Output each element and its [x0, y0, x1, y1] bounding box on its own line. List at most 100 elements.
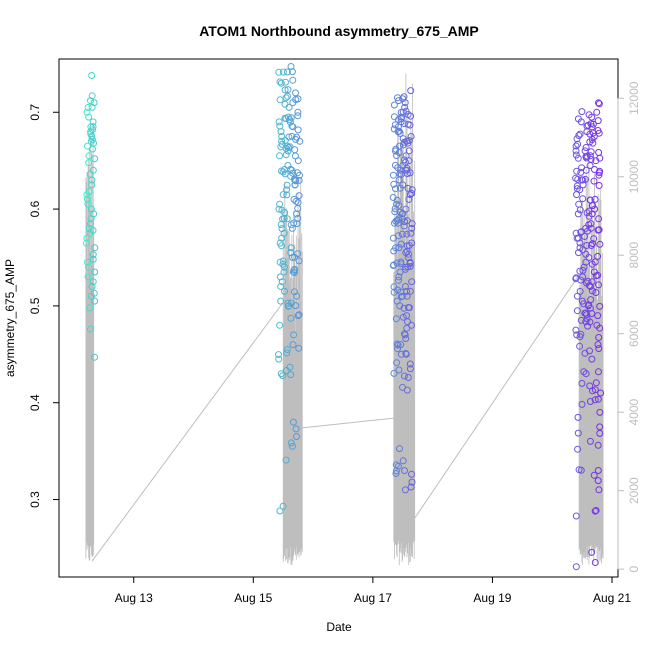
- scatter-point: [284, 299, 292, 307]
- scatter-point: [589, 387, 596, 395]
- scatter-point: [294, 126, 302, 134]
- scatter-point: [577, 168, 585, 176]
- scatter-point: [292, 302, 300, 310]
- scatter-point: [89, 118, 97, 126]
- scatter-point: [595, 368, 602, 376]
- secondary-burst-line: [282, 177, 303, 566]
- scatter-point: [278, 234, 286, 242]
- scatter-point: [595, 215, 603, 223]
- scatter-point: [402, 350, 410, 357]
- scatter-point: [83, 234, 91, 242]
- scatter-point: [593, 108, 601, 116]
- scatter-point: [85, 159, 93, 167]
- scatter-point: [390, 369, 398, 377]
- scatter-point: [281, 100, 289, 108]
- scatter-point: [391, 161, 399, 169]
- scatter-point: [574, 115, 582, 123]
- scatter-point: [86, 304, 94, 312]
- scatter-point: [293, 433, 300, 440]
- scatter-point: [283, 349, 291, 357]
- scatter-point: [291, 146, 299, 154]
- scatter-point: [277, 370, 285, 378]
- scatter-point: [276, 200, 284, 208]
- scatter-point: [85, 263, 92, 271]
- scatter-point: [399, 383, 406, 391]
- scatter-point: [572, 142, 580, 150]
- scatter-point: [404, 318, 411, 326]
- scatter-point: [587, 242, 595, 249]
- scatter-point: [594, 477, 602, 485]
- scatter-point: [284, 86, 292, 94]
- scatter-point: [595, 182, 603, 189]
- scatter-point: [391, 205, 399, 213]
- scatter-point: [574, 140, 582, 148]
- secondary-connector-line: [302, 417, 394, 429]
- scatter-point: [586, 152, 594, 160]
- scatter-point: [594, 395, 602, 403]
- chart-title: ATOM1 Northbound asymmetry_675_AMP: [199, 23, 479, 39]
- scatter-point: [276, 96, 284, 104]
- scatter-point: [595, 149, 603, 156]
- scatter-point: [406, 259, 414, 267]
- scatter-point: [401, 486, 409, 494]
- scatter-point: [89, 126, 96, 134]
- scatter-point: [394, 345, 401, 353]
- scatter-point: [581, 309, 589, 317]
- scatter-point: [390, 113, 398, 121]
- scatter-point: [574, 413, 582, 421]
- scatter-point: [287, 371, 295, 379]
- scatter-point: [295, 176, 303, 184]
- scatter-point: [393, 152, 401, 160]
- scatter-point: [400, 156, 408, 164]
- scatter-point: [283, 68, 291, 76]
- scatter-point: [583, 242, 591, 249]
- scatter-point: [596, 408, 604, 416]
- scatter-point: [582, 258, 590, 266]
- scatter-point: [295, 344, 303, 352]
- scatter-point: [401, 372, 408, 380]
- scatter-point: [287, 244, 295, 252]
- scatter-point: [289, 169, 297, 177]
- scatter-point: [392, 470, 400, 477]
- scatter-point: [390, 101, 398, 109]
- y-tick-label: 0.4: [28, 394, 42, 411]
- scatter-point: [405, 147, 413, 155]
- scatter-point: [403, 217, 411, 225]
- y-tick-label: 0.3: [28, 491, 42, 508]
- scatter-point: [289, 76, 297, 84]
- scatter-point: [581, 175, 589, 183]
- scatter-point: [579, 195, 587, 203]
- y2-tick-label: 0: [627, 565, 641, 572]
- scatter-point: [390, 288, 398, 296]
- scatter-point: [592, 379, 600, 387]
- scatter-point: [401, 331, 409, 339]
- scatter-point: [580, 263, 588, 271]
- scatter-point: [587, 148, 595, 156]
- y2-tick-label: 6000: [627, 320, 641, 347]
- y-axis-label: asymmetry_675_AMP: [3, 259, 17, 377]
- scatter-point: [275, 68, 283, 76]
- scatter-point: [294, 95, 302, 103]
- scatter-point: [395, 276, 402, 284]
- scatter-point: [573, 191, 580, 199]
- scatter-point: [283, 181, 291, 189]
- secondary-burst-line: [578, 161, 604, 565]
- scatter-point: [576, 206, 584, 214]
- y2-tick-label: 8000: [627, 242, 641, 269]
- scatter-point: [83, 108, 91, 116]
- scatter-point: [579, 267, 587, 274]
- scatter-point: [586, 398, 594, 405]
- scatter-point: [390, 180, 398, 188]
- scatter-point: [400, 222, 408, 230]
- scatter-point: [403, 324, 411, 332]
- scatter-point: [594, 252, 602, 260]
- scatter-point: [394, 164, 402, 172]
- scatter-point: [395, 366, 403, 374]
- scatter-point: [595, 100, 603, 108]
- scatter-point: [591, 258, 599, 266]
- scatter-point: [90, 210, 98, 218]
- scatter-point: [404, 120, 412, 128]
- scatter-point: [88, 283, 96, 290]
- scatter-point: [401, 283, 409, 290]
